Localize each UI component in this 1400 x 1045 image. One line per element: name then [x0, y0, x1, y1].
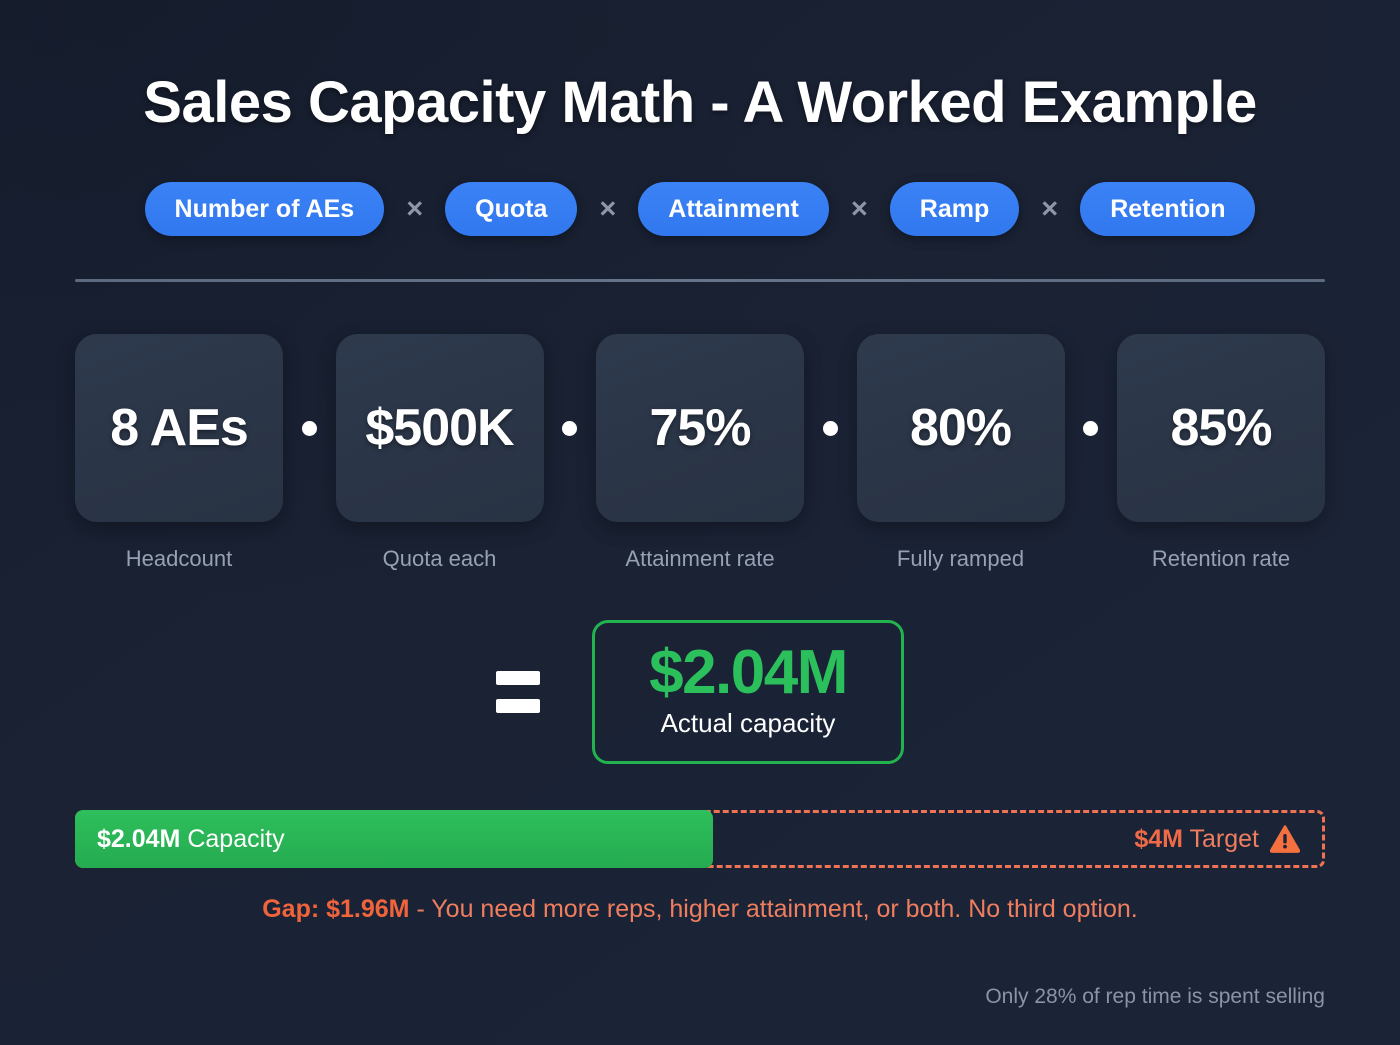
result-row: $2.04M Actual capacity [75, 620, 1325, 765]
metric-label: Fully ramped [896, 546, 1025, 572]
bullet-dot-icon-1 [301, 421, 317, 437]
metric-card: 85% [1117, 334, 1325, 523]
bullet-dot-icon-2 [562, 421, 578, 437]
multiply-icon-4: × [1041, 192, 1059, 225]
metric-card: 80% [856, 334, 1065, 523]
equals-icon [496, 671, 540, 714]
metric-value: 80% [909, 399, 1012, 458]
gap-amount: Gap: $1.96M [262, 895, 410, 924]
result-value: $2.04M [649, 638, 848, 708]
capacity-value: $2.04M [97, 824, 181, 853]
footnote: Only 28% of rep time is spent selling [985, 985, 1325, 1008]
formula-pill-ramp[interactable]: Ramp [889, 182, 1020, 237]
capacity-fill: $2.04M Capacity [75, 810, 713, 869]
metric-card: 8 AEs [75, 334, 283, 523]
multiply-icon-2: × [599, 192, 617, 225]
metric-label: Headcount [125, 546, 233, 572]
metric-card: $500K [335, 334, 544, 523]
capacity-text: $2.04M Capacity [97, 825, 285, 854]
warning-triangle-icon [1270, 825, 1300, 854]
multiply-icon-1: × [406, 192, 424, 225]
formula-pill-retention[interactable]: Retention [1080, 182, 1256, 237]
metric-value: $500K [365, 399, 514, 458]
page-title: Sales Capacity Math - A Worked Example [143, 70, 1257, 135]
metric-label: Attainment rate [625, 546, 775, 572]
result-label: Actual capacity [660, 708, 836, 739]
metric-fully-ramped: 80% Fully ramped [856, 334, 1065, 572]
formula-row: Number of AEs × Quota × Attainment × Ram… [75, 182, 1325, 237]
capacity-label: Capacity [187, 824, 285, 853]
capacity-vs-target-bar: $4M Target $2.04M Capacity [75, 810, 1325, 869]
gap-description: - You need more reps, higher attainment,… [409, 895, 1138, 924]
section-divider [75, 279, 1325, 283]
target-value: $4M [1134, 824, 1184, 853]
metric-headcount: 8 AEs Headcount [75, 334, 283, 572]
bullet-dot-icon-4 [1083, 421, 1099, 437]
metric-quota-each: $500K Quota each [335, 334, 544, 572]
formula-pill-number-of-aes[interactable]: Number of AEs [144, 182, 385, 237]
metric-card: 75% [596, 334, 804, 523]
formula-pill-attainment[interactable]: Attainment [638, 182, 829, 237]
metric-attainment-rate: 75% Attainment rate [596, 334, 804, 572]
metric-value: 8 AEs [110, 399, 249, 458]
target-label: Target [1189, 824, 1259, 853]
gap-note: Gap: $1.96M - You need more reps, higher… [75, 895, 1325, 924]
metric-label: Quota each [382, 546, 497, 572]
metric-retention-rate: 85% Retention rate [1117, 334, 1325, 572]
metric-value: 85% [1170, 399, 1272, 458]
metrics-row: 8 AEs Headcount $500K Quota each 75% Att… [75, 334, 1325, 572]
result-box: $2.04M Actual capacity [592, 620, 904, 765]
metric-value: 75% [649, 399, 751, 458]
target-text: $4M Target [1134, 825, 1259, 854]
bullet-dot-icon-3 [822, 421, 838, 437]
metric-label: Retention rate [1151, 546, 1291, 572]
formula-pill-quota[interactable]: Quota [445, 182, 578, 237]
multiply-icon-3: × [850, 192, 868, 225]
